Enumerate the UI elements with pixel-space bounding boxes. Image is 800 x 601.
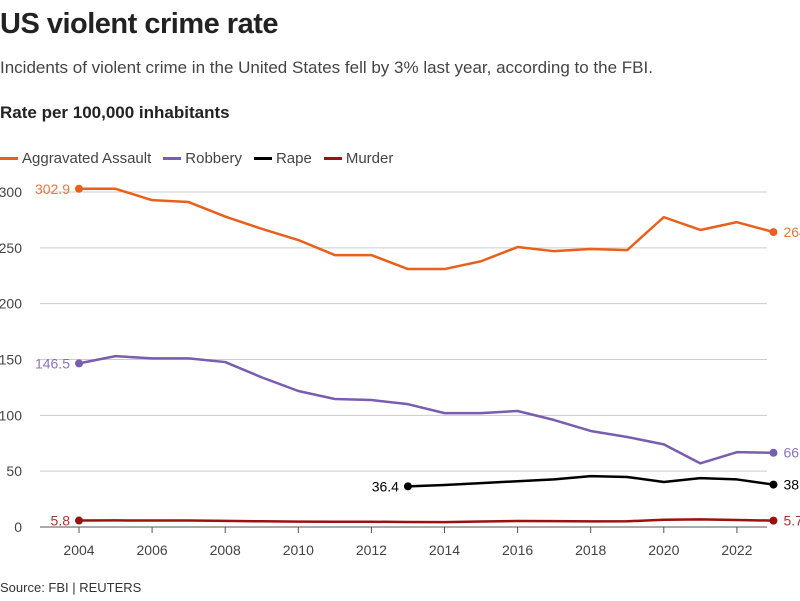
- x-tick-label: 2018: [575, 542, 606, 558]
- end-point: [769, 480, 778, 489]
- legend-swatch: [323, 157, 342, 160]
- legend-item: Robbery: [163, 150, 242, 167]
- legend-item: Rape: [253, 150, 312, 167]
- start-label: 302.9: [35, 181, 70, 197]
- start-label: 5.8: [51, 513, 71, 529]
- x-tick-label: 2006: [137, 542, 168, 558]
- chart-title: US violent crime rate: [0, 8, 279, 40]
- start-label: 146.5: [35, 355, 70, 371]
- legend-label: Aggravated Assault: [22, 150, 152, 167]
- series-line-rape: [407, 474, 774, 488]
- x-tick-label: 2022: [721, 542, 752, 558]
- x-tick-label: 2010: [283, 542, 314, 558]
- y-tick-label: 150: [0, 352, 22, 368]
- legend-item: Aggravated Assault: [0, 150, 151, 167]
- y-tick-label: 200: [0, 296, 22, 312]
- y-tick-label: 0: [14, 519, 22, 535]
- start-point: [403, 482, 412, 491]
- end-point: [769, 516, 778, 525]
- y-tick-label: 250: [0, 240, 22, 256]
- end-point: [769, 448, 778, 457]
- y-tick-label: 50: [6, 463, 22, 479]
- legend-item: Murder: [323, 150, 394, 167]
- series-line-aggravated-assault: [79, 187, 774, 271]
- end-label: 66.5: [783, 445, 800, 461]
- legend-swatch: [253, 157, 272, 160]
- y-tick-label: 300: [0, 184, 22, 200]
- chart-subtitle: Incidents of violent crime in the United…: [0, 58, 653, 77]
- end-label: 264.1: [783, 224, 800, 240]
- start-point: [75, 516, 83, 525]
- series-line-robbery: [78, 354, 774, 465]
- end-point: [769, 228, 778, 237]
- x-tick-label: 2020: [648, 542, 679, 558]
- end-label: 5.7: [783, 513, 800, 529]
- legend-label: Rape: [275, 150, 312, 167]
- start-label: 36.4: [372, 478, 399, 494]
- y-axis-label: Rate per 100,000 inhabitants: [0, 103, 230, 122]
- start-point: [75, 184, 83, 193]
- legend: Aggravated Assault Robbery Rape Murder: [0, 150, 393, 167]
- x-tick-label: 2008: [210, 542, 241, 558]
- legend-swatch: [0, 157, 18, 160]
- end-label: 38: [783, 477, 799, 493]
- x-tick-label: 2014: [429, 542, 460, 558]
- series-line-murder: [78, 518, 774, 524]
- x-tick-label: 2016: [502, 542, 533, 558]
- x-tick-label: 2012: [356, 542, 387, 558]
- source-note: Source: FBI | REUTERS: [0, 580, 142, 595]
- legend-label: Robbery: [185, 150, 242, 167]
- y-tick-label: 100: [0, 407, 22, 423]
- start-point: [75, 359, 83, 368]
- x-tick-label: 2004: [63, 542, 94, 558]
- legend-label: Murder: [345, 150, 394, 167]
- legend-swatch: [163, 157, 182, 160]
